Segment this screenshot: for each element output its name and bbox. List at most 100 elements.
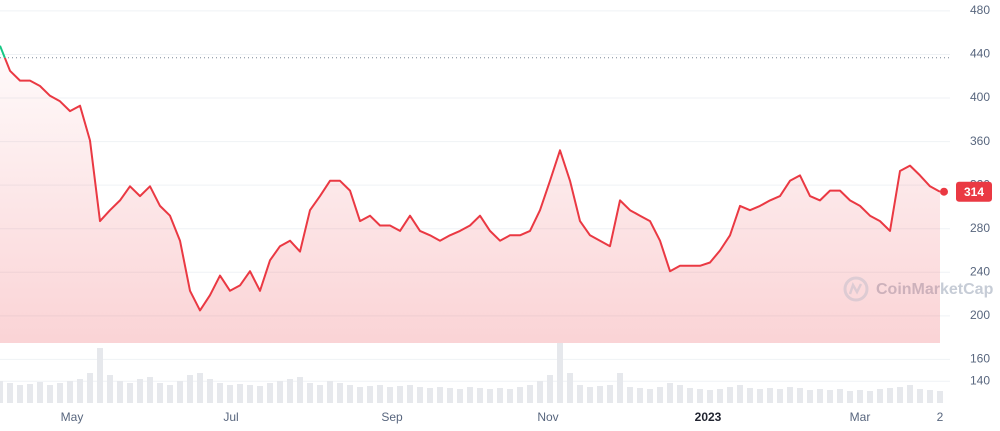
volume-bar	[397, 386, 403, 403]
volume-bar	[727, 387, 733, 403]
volume-bar	[487, 389, 493, 403]
price-badge	[956, 181, 992, 202]
volume-bar	[67, 381, 73, 403]
y-tick-label: 360	[970, 134, 990, 148]
volume-bar	[407, 385, 413, 403]
volume-bar	[747, 388, 753, 403]
volume-bar	[117, 381, 123, 403]
volume-bar	[707, 390, 713, 403]
volume-bar	[887, 388, 893, 403]
volume-bar	[57, 383, 63, 403]
y-tick-label: 440	[970, 47, 990, 61]
volume-bar	[517, 387, 523, 403]
x-tick-label: Nov	[537, 410, 558, 424]
volume-bar	[827, 390, 833, 403]
volume-bar	[97, 348, 103, 403]
volume-bar	[137, 379, 143, 403]
volume-bar	[7, 383, 13, 403]
volume-bar	[677, 385, 683, 403]
volume-bar	[527, 385, 533, 403]
volume-bar	[717, 389, 723, 403]
volume-bar	[37, 382, 43, 403]
x-tick-label: Sep	[381, 410, 403, 424]
volume-bar	[917, 389, 923, 403]
volume-bar	[507, 389, 513, 403]
y-tick-label: 200	[970, 308, 990, 322]
volume-bar	[167, 385, 173, 403]
volume-bar	[447, 388, 453, 403]
volume-bar	[247, 385, 253, 403]
volume-bar	[577, 385, 583, 403]
volume-bar	[907, 385, 913, 403]
volume-bar	[127, 383, 133, 403]
watermark-logo	[843, 276, 869, 302]
price-line	[3, 57, 941, 312]
volume-bar	[417, 387, 423, 403]
volume-bar	[757, 389, 763, 403]
volume-bar	[547, 375, 553, 403]
y-tick-label: 140	[970, 373, 990, 387]
volume-bar	[667, 383, 673, 403]
volume-bar	[317, 385, 323, 403]
last-point	[940, 187, 948, 196]
volume-bar	[17, 385, 23, 403]
volume-bar	[187, 375, 193, 403]
volume-bar	[497, 388, 503, 403]
y-tick-label: 400	[970, 90, 990, 104]
volume-bar	[197, 373, 203, 403]
volume-bar	[227, 385, 233, 403]
volume-bar	[297, 377, 303, 403]
volume-bar	[377, 385, 383, 403]
volume-bar	[357, 387, 363, 403]
volume-bar	[927, 390, 933, 403]
volume-bar	[217, 383, 223, 403]
volume-bar	[207, 379, 213, 403]
volume-bar	[457, 389, 463, 403]
volume-bar	[877, 389, 883, 403]
volume-bar	[77, 379, 83, 403]
volume-bar	[767, 388, 773, 403]
volume-bar	[347, 385, 353, 403]
volume-bar	[287, 379, 293, 403]
area	[0, 57, 940, 343]
volume-bar	[647, 389, 653, 403]
volume-bar	[537, 381, 543, 403]
volume-bar	[107, 375, 113, 403]
volume-bar	[367, 386, 373, 403]
volume-bar	[857, 390, 863, 403]
volume-bar	[307, 383, 313, 403]
volume-bar	[467, 387, 473, 403]
volume-bar	[0, 381, 3, 403]
x-tick-label: 2	[937, 410, 944, 424]
volume-bar	[437, 387, 443, 403]
volume-bar	[157, 383, 163, 403]
volume-bar	[687, 388, 693, 403]
volume-bar	[807, 390, 813, 403]
volume-bar	[387, 387, 393, 403]
volume-bar	[557, 343, 563, 403]
volume-bar	[177, 381, 183, 403]
volume-bar	[837, 389, 843, 403]
volume-bar	[477, 388, 483, 403]
volume-bar	[897, 387, 903, 403]
volume-bar	[787, 387, 793, 403]
volume-bar	[697, 389, 703, 403]
volume-bar	[737, 385, 743, 403]
volume-bar	[47, 385, 53, 403]
volume-bar	[797, 388, 803, 403]
volume-bar	[427, 388, 433, 403]
x-tick-label: 2023	[695, 410, 722, 424]
volume-bar	[267, 383, 273, 403]
volume-bar	[567, 373, 573, 403]
volume-bar	[27, 384, 33, 403]
x-tick-label: Jul	[223, 410, 238, 424]
x-tick-label: May	[61, 410, 84, 424]
volume-bar	[237, 384, 243, 403]
x-tick-label: Mar	[850, 410, 871, 424]
volume-bar	[627, 387, 633, 403]
volume-bar	[637, 388, 643, 403]
volume-bar	[777, 389, 783, 403]
volume-bar	[817, 389, 823, 403]
volume-bar	[847, 391, 853, 403]
